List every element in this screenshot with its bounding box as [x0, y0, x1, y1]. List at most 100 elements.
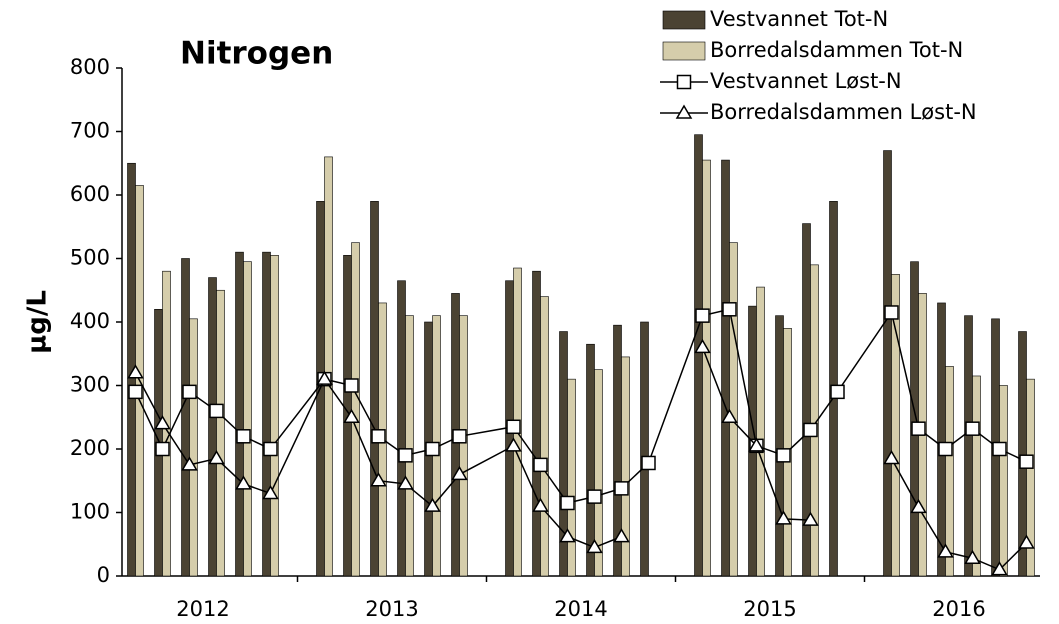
bar	[999, 385, 1008, 577]
legend-label: Vestvannet Løst-N	[710, 69, 902, 93]
line-marker	[694, 338, 711, 354]
bar	[594, 369, 603, 577]
bar	[216, 289, 225, 577]
line-marker	[803, 422, 818, 438]
line-marker	[802, 511, 819, 526]
y-tick-label: 600	[70, 182, 110, 206]
line-marker	[776, 448, 791, 463]
bar	[891, 274, 900, 577]
line-marker	[506, 419, 521, 435]
x-group-label: 2015	[743, 597, 796, 621]
line-marker	[371, 429, 386, 444]
line-marker	[532, 497, 549, 512]
y-tick-label: 400	[70, 309, 110, 333]
line-marker	[614, 481, 629, 496]
y-tick-label: 100	[70, 500, 110, 524]
bar	[370, 201, 379, 577]
line-marker	[911, 421, 926, 436]
line-marker	[452, 429, 467, 444]
line-marker	[884, 305, 899, 320]
bar	[729, 242, 738, 577]
bar	[351, 242, 360, 577]
line-marker	[641, 455, 656, 471]
line-marker	[451, 465, 468, 481]
line-marker	[262, 484, 279, 500]
legend-marker	[675, 104, 693, 119]
chart-title: Nitrogen	[180, 36, 333, 72]
y-tick-label: 800	[70, 55, 110, 79]
bar	[324, 156, 333, 577]
bar	[532, 270, 541, 577]
line-marker	[883, 450, 900, 465]
line-marker	[128, 384, 143, 400]
bar	[721, 159, 730, 577]
y-tick-label: 0	[97, 563, 110, 587]
bar	[405, 315, 414, 577]
line-marker	[505, 437, 522, 452]
bar	[756, 286, 765, 577]
line-marker	[209, 403, 224, 419]
y-tick-label: 200	[70, 436, 110, 460]
line-marker	[343, 408, 360, 423]
legend-label: Borredalsdammen Løst-N	[710, 100, 977, 124]
line-marker	[235, 475, 252, 490]
bar	[397, 280, 406, 577]
line-marker	[938, 441, 953, 457]
legend-label: Borredalsdammen Tot-N	[710, 38, 963, 62]
bar	[243, 261, 252, 577]
line-marker	[182, 384, 197, 400]
line-marker	[560, 495, 575, 511]
line-marker	[263, 441, 278, 457]
line-marker	[613, 528, 630, 543]
bar	[235, 251, 244, 577]
line-marker	[398, 448, 413, 463]
line-marker	[425, 441, 440, 457]
bar	[694, 134, 703, 577]
line-marker	[397, 475, 414, 490]
line-marker	[316, 370, 333, 385]
line-marker	[748, 437, 765, 452]
bar	[567, 378, 576, 577]
line-marker	[830, 384, 845, 400]
line-marker	[695, 308, 710, 323]
bar	[459, 315, 468, 577]
line-marker	[586, 538, 603, 554]
bar	[937, 302, 946, 577]
x-group-label: 2016	[932, 597, 985, 621]
line-marker	[127, 364, 144, 379]
line-marker	[344, 378, 359, 393]
bar	[910, 261, 919, 577]
line-marker	[424, 497, 441, 512]
line-marker	[155, 441, 170, 457]
bar	[972, 375, 981, 577]
line-marker	[721, 408, 738, 423]
x-group-label: 2013	[365, 597, 418, 621]
line-marker	[559, 528, 576, 543]
bar	[883, 150, 892, 577]
y-tick-label: 300	[70, 373, 110, 397]
y-tick-label: 500	[70, 246, 110, 270]
bar	[702, 159, 711, 577]
bar	[964, 315, 973, 577]
line-marker	[181, 456, 198, 471]
bar	[640, 321, 649, 577]
legend-marker	[676, 74, 692, 90]
bar	[208, 277, 217, 577]
line-marker	[1019, 454, 1034, 469]
bar	[262, 251, 271, 577]
y-tick-label: 700	[70, 119, 110, 143]
line-marker	[370, 472, 387, 487]
line-marker	[154, 415, 171, 430]
x-group-label: 2014	[554, 597, 607, 621]
line-marker	[775, 510, 792, 525]
line-marker	[991, 561, 1008, 576]
line-marker	[722, 302, 737, 317]
bar	[810, 264, 819, 577]
x-group-label: 2012	[176, 597, 229, 621]
line-marker	[208, 450, 225, 465]
bar	[540, 296, 549, 577]
line-marker	[910, 498, 927, 514]
bar	[189, 318, 198, 577]
legend-label: Vestvannet Tot-N	[710, 7, 888, 31]
